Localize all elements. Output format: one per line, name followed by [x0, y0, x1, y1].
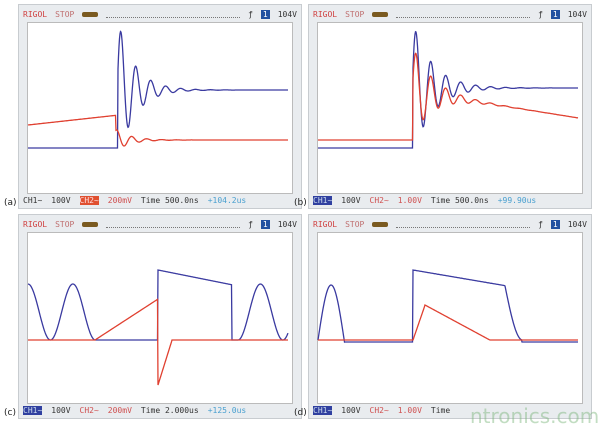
timeline-bar: [396, 221, 531, 228]
ch1-scale: 100V: [341, 405, 361, 415]
ch1-label[interactable]: CH1~: [23, 195, 43, 205]
timebase: Time: [430, 405, 451, 415]
timebase: Time 500.0ns: [140, 195, 199, 205]
brand: RIGOL: [313, 220, 338, 229]
channel-bar: CH1~ 100V CH2~ 1.00V Time 500.0ns +99.90…: [313, 194, 587, 206]
ch2-label[interactable]: CH2~: [369, 405, 389, 415]
trigger-level: 104V: [277, 220, 297, 229]
ch1-trace: [317, 269, 578, 343]
ch2-scale: 1.00V: [397, 195, 422, 205]
brand: RIGOL: [23, 10, 48, 19]
timeline-bar: [106, 11, 241, 18]
trigger-level: 104V: [567, 10, 587, 19]
ch1-label[interactable]: CH1~: [313, 405, 333, 415]
ch1-label[interactable]: CH1~: [313, 195, 333, 205]
ch2-scale: 1.00V: [397, 405, 422, 415]
ch2-label[interactable]: CH2~: [79, 195, 99, 205]
trigger-edge-icon: ƒ: [248, 220, 253, 229]
ch2-trace: [318, 304, 578, 341]
panel-label: (b): [294, 198, 307, 208]
trigger-level: 104V: [277, 10, 297, 19]
status-bar: RIGOL STOP ƒ 1 104V: [313, 8, 587, 21]
ch2-label[interactable]: CH2~: [79, 405, 99, 415]
trigger-edge-icon: ƒ: [538, 220, 543, 229]
ch1-scale: 100V: [341, 195, 361, 205]
ch1-label[interactable]: CH1~: [23, 405, 43, 415]
ch1-scale: 100V: [51, 405, 71, 415]
channel-bar: CH1~ 100V CH2~ 200mV Time 2.000us +125.0…: [23, 404, 297, 416]
ch2-scale: 200mV: [107, 195, 132, 205]
ch1-scale: 100V: [51, 195, 71, 205]
brand: RIGOL: [23, 220, 48, 229]
scope-panel: RIGOL STOP ƒ 1 104V CH1~ 100V CH2~ 200mV…: [18, 4, 302, 209]
run-state: STOP: [345, 220, 365, 229]
scope-panel: RIGOL STOP ƒ 1 104V CH1~ 100V CH2~ 200mV…: [18, 214, 302, 419]
trigger-source-icon: 1: [260, 220, 270, 229]
status-bar: RIGOL STOP ƒ 1 104V: [23, 8, 297, 21]
ch1-trace: [28, 30, 288, 149]
trigger-edge-icon: ƒ: [248, 10, 253, 19]
panel-label: (a): [4, 198, 17, 208]
trigger-source-icon: 1: [260, 10, 270, 19]
ch2-scale: 200mV: [107, 405, 132, 415]
memory-icon: [372, 222, 389, 227]
ch2-trace: [318, 52, 579, 141]
time-offset: +125.0us: [207, 405, 247, 415]
panel-label: (c): [4, 408, 16, 418]
watermark: ntronics.com: [470, 404, 600, 428]
timebase: Time 2.000us: [140, 405, 199, 415]
run-state: STOP: [345, 10, 365, 19]
scope-screen: [27, 232, 293, 404]
panel-label: (d): [294, 408, 307, 418]
status-bar: RIGOL STOP ƒ 1 104V: [23, 218, 297, 231]
ch2-trace: [27, 114, 288, 147]
status-bar: RIGOL STOP ƒ 1 104V: [313, 218, 587, 231]
timeline-bar: [396, 11, 531, 18]
memory-icon: [372, 12, 389, 17]
run-state: STOP: [55, 10, 75, 19]
run-state: STOP: [55, 220, 75, 229]
memory-icon: [82, 12, 99, 17]
scope-screen: [27, 22, 293, 194]
channel-bar: CH1~ 100V CH2~ 200mV Time 500.0ns +104.2…: [23, 194, 297, 206]
brand: RIGOL: [313, 10, 338, 19]
time-offset: +104.2us: [207, 195, 247, 205]
trigger-edge-icon: ƒ: [538, 10, 543, 19]
ch2-label[interactable]: CH2~: [369, 195, 389, 205]
scope-panel: RIGOL STOP ƒ 1 104V CH1~ 100V CH2~ 1.00V…: [308, 4, 592, 209]
ch1-trace: [318, 30, 578, 149]
trigger-source-icon: 1: [550, 10, 560, 19]
scope-screen: [317, 22, 583, 194]
channel-bar: CH1~ 100V CH2~ 1.00V Time: [313, 404, 587, 416]
trigger-level: 104V: [567, 220, 587, 229]
timeline-bar: [106, 221, 241, 228]
ch2-trace: [28, 298, 288, 386]
trigger-source-icon: 1: [550, 220, 560, 229]
timebase: Time 500.0ns: [430, 195, 489, 205]
ch1-trace: [27, 269, 289, 341]
memory-icon: [82, 222, 99, 227]
time-offset: +99.90us: [497, 195, 537, 205]
